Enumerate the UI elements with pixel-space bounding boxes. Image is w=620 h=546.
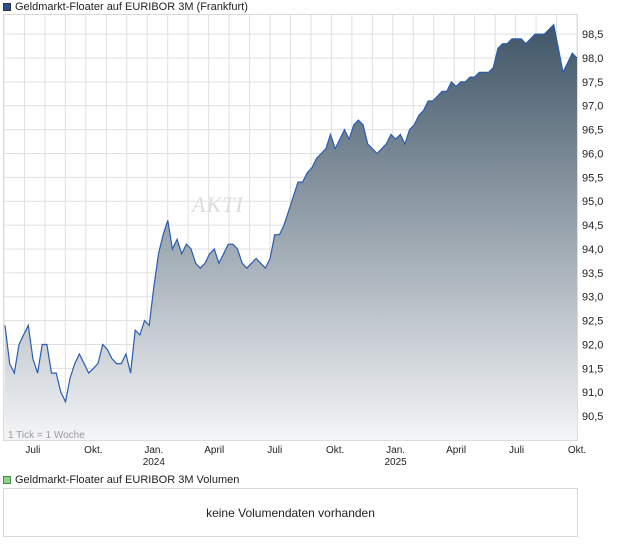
y-tick-label: 95,5 xyxy=(582,172,603,184)
price-chart[interactable]: AKTI 90,5 91,0 91,5 92,0 92,5 93,0 93,5 94,0 94,… xyxy=(0,0,620,470)
x-tick-label: Juli xyxy=(267,445,282,456)
x-tick-label: Juli xyxy=(25,445,40,456)
y-tick-label: 96,0 xyxy=(582,148,603,160)
y-tick-label: 96,5 xyxy=(582,125,603,137)
x-tick-label: April xyxy=(446,445,466,456)
x-tick-label: Okt. xyxy=(568,445,586,456)
volume-legend-swatch xyxy=(3,476,11,484)
y-tick-label: 92,5 xyxy=(582,316,603,328)
y-tick-label: 97,0 xyxy=(582,101,603,113)
y-tick-label: 92,0 xyxy=(582,339,603,351)
y-tick-label: 94,5 xyxy=(582,220,603,232)
volume-empty-text: keine Volumendaten vorhanden xyxy=(206,505,375,520)
x-tick-label: Juli xyxy=(509,445,524,456)
y-tick-label: 93,5 xyxy=(582,268,603,280)
x-tick-label: April xyxy=(204,445,224,456)
price-area xyxy=(5,24,577,440)
y-tick-label: 95,0 xyxy=(582,196,603,208)
x-tick-label: Okt. xyxy=(84,445,102,456)
y-tick-label: 94,0 xyxy=(582,244,603,256)
y-tick-label: 97,5 xyxy=(582,77,603,89)
volume-legend: Geldmarkt-Floater auf EURIBOR 3M Volumen xyxy=(3,473,239,487)
price-legend-swatch xyxy=(3,3,11,11)
x-tick-label: Jan. xyxy=(144,445,163,456)
price-legend: Geldmarkt-Floater auf EURIBOR 3M (Frankf… xyxy=(3,0,248,14)
x-tick-year-label: 2024 xyxy=(143,457,166,468)
x-tick-year-label: 2025 xyxy=(385,457,408,468)
tick-note: 1 Tick = 1 Woche xyxy=(8,430,85,441)
y-axis-labels: 90,5 91,0 91,5 92,0 92,5 93,0 93,5 94,0 94,5 95,0… xyxy=(582,29,603,423)
y-tick-label: 98,0 xyxy=(582,53,603,65)
watermark: AKTI xyxy=(190,192,244,217)
y-tick-label: 90,5 xyxy=(582,411,603,423)
x-tick-label: Jan. xyxy=(386,445,405,456)
x-tick-label: Okt. xyxy=(326,445,344,456)
volume-panel: keine Volumendaten vorhanden xyxy=(3,488,578,537)
y-tick-label: 93,0 xyxy=(582,292,603,304)
y-tick-label: 91,5 xyxy=(582,363,603,375)
price-legend-label: Geldmarkt-Floater auf EURIBOR 3M (Frankf… xyxy=(15,1,248,13)
y-tick-label: 91,0 xyxy=(582,387,603,399)
price-line xyxy=(4,23,578,404)
volume-legend-label: Geldmarkt-Floater auf EURIBOR 3M Volumen xyxy=(15,474,240,486)
y-tick-label: 98,5 xyxy=(582,29,603,41)
